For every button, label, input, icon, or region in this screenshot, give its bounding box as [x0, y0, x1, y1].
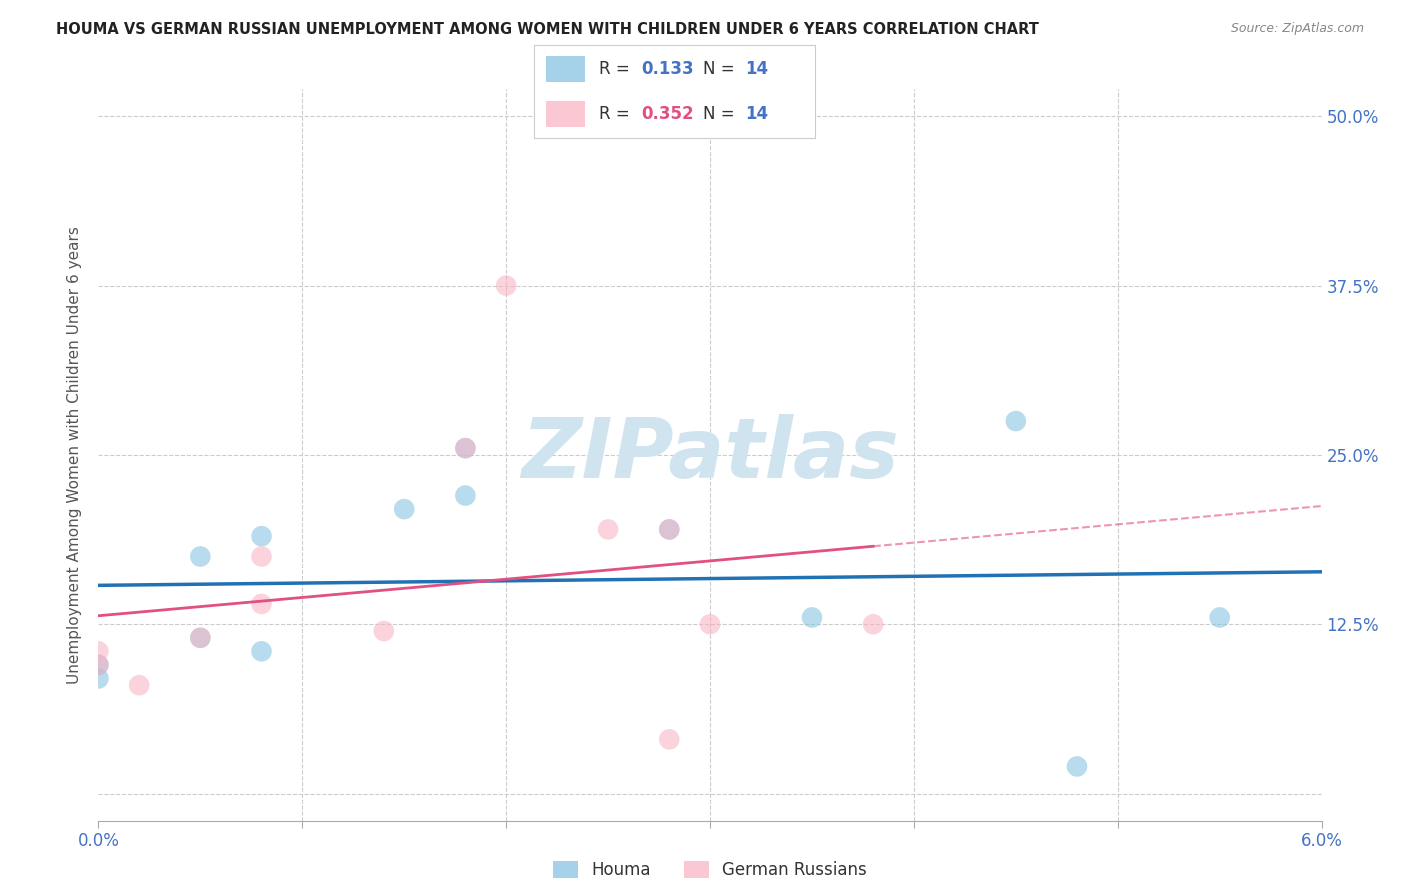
Point [87, 657, 110, 672]
Text: R =: R = [599, 105, 636, 123]
Point [188, 631, 212, 645]
Point [658, 732, 681, 747]
Y-axis label: Unemployment Among Women with Children Under 6 years: Unemployment Among Women with Children U… [67, 226, 83, 684]
FancyBboxPatch shape [546, 56, 585, 82]
Point [454, 489, 477, 503]
Point [1208, 610, 1232, 624]
Point [188, 631, 212, 645]
Point [495, 278, 517, 293]
Point [87, 672, 110, 686]
Text: N =: N = [703, 105, 740, 123]
Text: HOUMA VS GERMAN RUSSIAN UNEMPLOYMENT AMONG WOMEN WITH CHILDREN UNDER 6 YEARS COR: HOUMA VS GERMAN RUSSIAN UNEMPLOYMENT AMO… [56, 22, 1039, 37]
Point [188, 549, 212, 564]
Text: N =: N = [703, 60, 740, 78]
Legend: Houma, German Russians: Houma, German Russians [547, 854, 873, 886]
Text: 0.352: 0.352 [641, 105, 693, 123]
Point [250, 549, 273, 564]
Point [250, 644, 273, 658]
Point [87, 644, 110, 658]
Point [392, 502, 416, 516]
Point [128, 678, 150, 692]
FancyBboxPatch shape [546, 101, 585, 127]
Text: 14: 14 [745, 105, 768, 123]
Text: ZIPatlas: ZIPatlas [522, 415, 898, 495]
Point [454, 441, 477, 455]
Point [250, 529, 273, 543]
Point [1066, 759, 1088, 773]
Text: Source: ZipAtlas.com: Source: ZipAtlas.com [1230, 22, 1364, 36]
Point [801, 610, 824, 624]
Text: R =: R = [599, 60, 636, 78]
Point [699, 617, 721, 632]
Text: 14: 14 [745, 60, 768, 78]
Point [658, 523, 681, 537]
Point [87, 657, 110, 672]
Point [250, 597, 273, 611]
Point [1004, 414, 1026, 428]
Point [862, 617, 884, 632]
Point [598, 523, 620, 537]
Point [373, 624, 395, 638]
Point [658, 523, 681, 537]
Text: 0.133: 0.133 [641, 60, 693, 78]
Point [454, 441, 477, 455]
